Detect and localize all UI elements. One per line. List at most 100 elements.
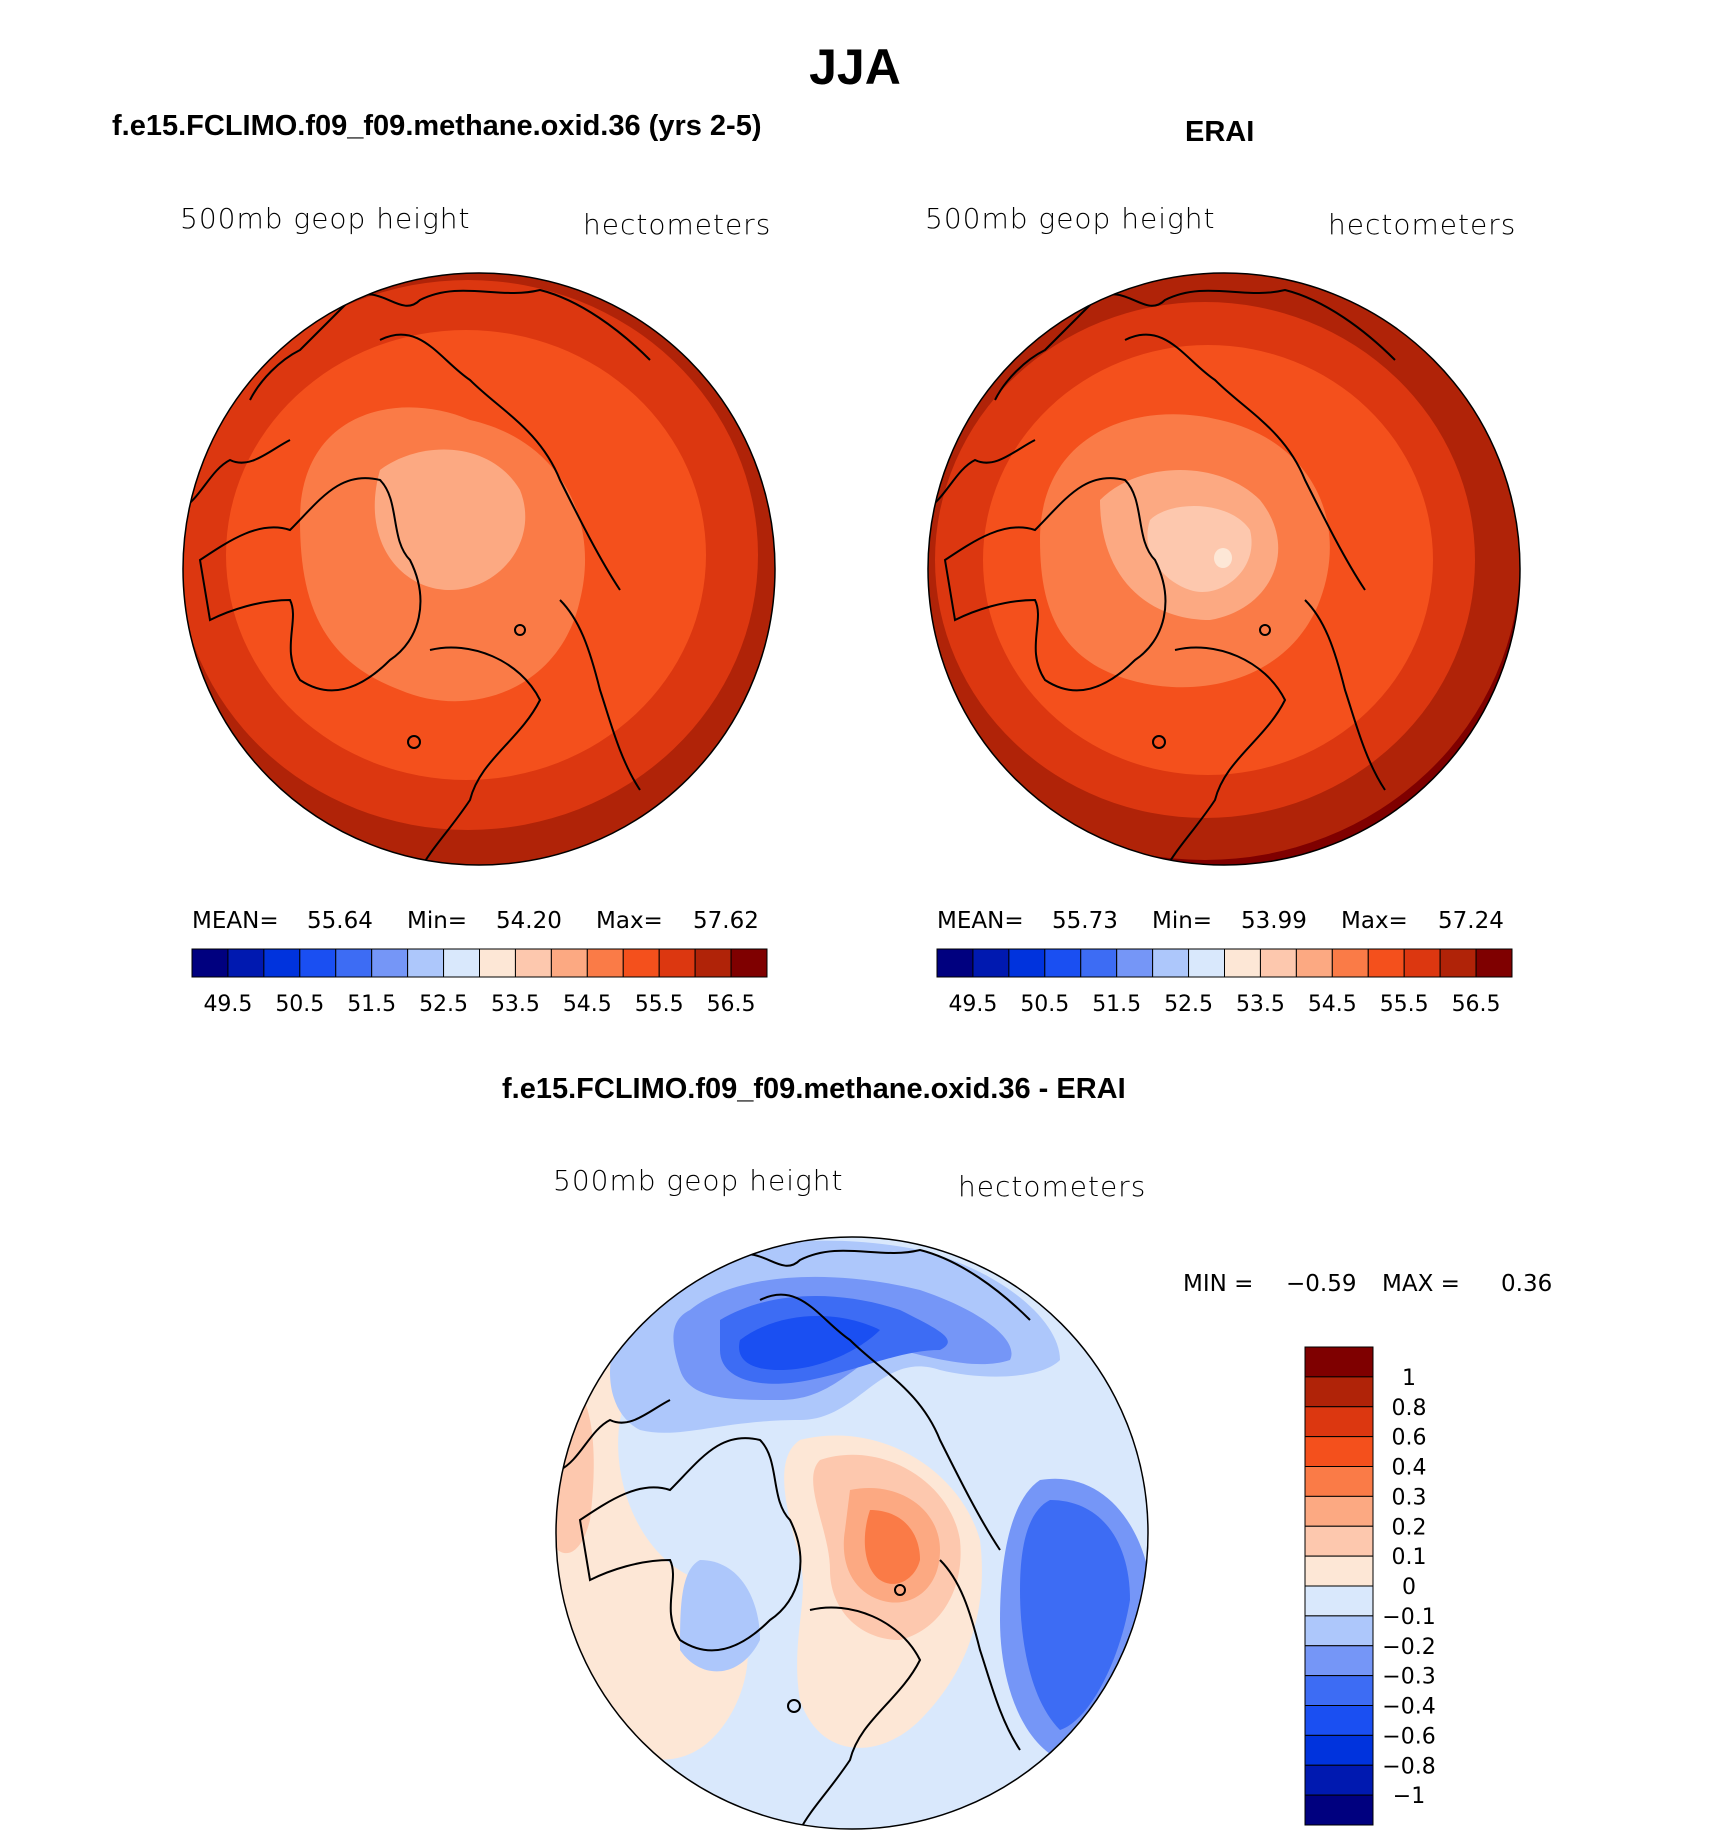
obs-min-label: Min= bbox=[1152, 908, 1213, 934]
model-colorbar-tick-label: 55.5 bbox=[635, 992, 684, 1017]
diff-colorbar-tick-label: −0.4 bbox=[1382, 1695, 1435, 1720]
model-colorbar-swatch bbox=[371, 948, 409, 978]
diff-colorbar-swatch bbox=[1304, 1764, 1374, 1796]
model-mean-value: 55.64 bbox=[307, 908, 373, 934]
model-contour-band bbox=[183, 280, 758, 830]
diff-colorbar-swatch bbox=[1304, 1436, 1374, 1467]
obs-variable-label: 500mb geop height bbox=[925, 202, 1216, 235]
model-coastlines bbox=[183, 288, 651, 865]
diff-colorbar-tick-label: 0.3 bbox=[1392, 1485, 1427, 1510]
diff-colorbar-tick-label: 0 bbox=[1402, 1575, 1416, 1600]
model-contour-band bbox=[300, 407, 586, 702]
obs-colorbar-swatch bbox=[936, 948, 974, 978]
model-colorbar-swatch bbox=[407, 948, 445, 978]
diff-colorbar-tick-label: 0.6 bbox=[1392, 1426, 1427, 1451]
obs-colorbar-swatch bbox=[1044, 948, 1082, 978]
model-colorbar-swatch bbox=[335, 948, 373, 978]
obs-colorbar-swatch bbox=[1259, 948, 1297, 978]
model-colorbar: 49.5 50.5 51.5 52.5 53.5 54.5 55.5 56.5 bbox=[191, 948, 768, 1017]
obs-coastlines bbox=[928, 288, 1396, 865]
obs-colorbar-swatch bbox=[1224, 948, 1261, 978]
model-max-label: Max= bbox=[596, 908, 663, 934]
obs-mean-label: MEAN= bbox=[937, 908, 1024, 934]
diff-colorbar-swatch bbox=[1304, 1645, 1374, 1677]
obs-min-value: 53.99 bbox=[1241, 908, 1307, 934]
obs-contour-band bbox=[1100, 470, 1279, 620]
model-colorbar-swatch bbox=[622, 948, 660, 978]
diff-contour-band bbox=[843, 1488, 940, 1603]
diff-colorbar-tick-label: −0.3 bbox=[1382, 1665, 1435, 1690]
obs-contour-band bbox=[928, 273, 1520, 865]
diff-contour-band bbox=[784, 1435, 982, 1748]
model-min-label: Min= bbox=[407, 908, 468, 934]
obs-colorbar-tick-label: 51.5 bbox=[1092, 992, 1141, 1017]
diff-colorbar-swatch bbox=[1304, 1466, 1374, 1497]
diff-map-border bbox=[555, 1236, 1149, 1830]
diff-contour-band bbox=[1020, 1500, 1130, 1730]
diff-colorbar-tick-label: −0.1 bbox=[1382, 1605, 1435, 1630]
diff-colorbar-swatch bbox=[1304, 1525, 1374, 1557]
diff-contour-band bbox=[680, 1560, 760, 1672]
obs-map-border bbox=[927, 272, 1521, 866]
model-colorbar-tick-label: 50.5 bbox=[275, 992, 324, 1017]
diff-colorbar-tick-label: −0.2 bbox=[1382, 1635, 1435, 1660]
obs-colorbar-tick-label: 53.5 bbox=[1236, 992, 1285, 1017]
model-colorbar-tick-label: 53.5 bbox=[491, 992, 540, 1017]
diff-colorbar-swatch bbox=[1304, 1555, 1374, 1587]
obs-contour-band bbox=[983, 345, 1433, 775]
model-colorbar-tick-label: 54.5 bbox=[563, 992, 612, 1017]
diff-contour-band bbox=[739, 1316, 880, 1370]
obs-colorbar: 49.5 50.5 51.5 52.5 53.5 54.5 55.5 56.5 bbox=[936, 948, 1513, 1017]
diff-max-value: 0.36 bbox=[1501, 1271, 1553, 1297]
diff-colorbar-swatch bbox=[1304, 1794, 1374, 1826]
model-colorbar-swatch bbox=[586, 948, 624, 978]
model-contour-band bbox=[374, 449, 526, 590]
diff-colorbar-tick-label: 0.1 bbox=[1392, 1545, 1427, 1570]
obs-colorbar-tick-label: 54.5 bbox=[1308, 992, 1357, 1017]
obs-colorbar-swatch bbox=[1008, 948, 1046, 978]
model-panel-title: f.e15.FCLIMO.f09_f09.methane.oxid.36 (yr… bbox=[112, 110, 762, 142]
model-colorbar-swatch bbox=[227, 948, 265, 978]
diff-contour-band bbox=[556, 1237, 1148, 1829]
obs-colorbar-swatch bbox=[1080, 948, 1118, 978]
obs-max-label: Max= bbox=[1341, 908, 1408, 934]
model-colorbar-tick-label: 51.5 bbox=[347, 992, 396, 1017]
figure-title: JJA bbox=[809, 39, 901, 95]
diff-variable-label: 500mb geop height bbox=[553, 1164, 844, 1197]
diff-contour-band bbox=[1000, 1478, 1148, 1760]
model-colorbar-swatch bbox=[299, 948, 337, 978]
model-colorbar-swatch bbox=[550, 948, 588, 978]
diff-colorbar-tick-label: 0.4 bbox=[1392, 1456, 1427, 1481]
diff-colorbar-swatch bbox=[1304, 1615, 1374, 1647]
obs-colorbar-swatch bbox=[1188, 948, 1225, 978]
diff-colorbar-tick-label: 0.8 bbox=[1392, 1396, 1427, 1421]
obs-colorbar-swatch bbox=[1152, 948, 1190, 978]
diff-colorbar-swatch bbox=[1304, 1585, 1374, 1617]
model-contour-band bbox=[183, 273, 775, 865]
diff-contour-band bbox=[556, 1380, 594, 1554]
model-colorbar-swatch bbox=[694, 948, 732, 978]
model-colorbar-tick-label: 49.5 bbox=[203, 992, 252, 1017]
model-colorbar-swatch bbox=[191, 948, 229, 978]
diff-colorbar-tick-label: −0.6 bbox=[1382, 1724, 1435, 1749]
obs-max-value: 57.24 bbox=[1438, 908, 1504, 934]
obs-colorbar-tick-label: 50.5 bbox=[1020, 992, 1069, 1017]
diff-colorbar-tick-label: −1 bbox=[1393, 1784, 1425, 1809]
model-contour-band bbox=[183, 273, 775, 865]
diff-units-label: hectometers bbox=[958, 1170, 1147, 1203]
diff-colorbar: 1 0.8 0.6 0.4 0.3 0.2 0.1 0 −0.1 −0.2 −0.3 −0.4 −0.6… bbox=[1304, 1346, 1436, 1826]
diff-colorbar-swatch bbox=[1304, 1705, 1374, 1736]
obs-contour-band bbox=[1214, 548, 1232, 568]
obs-colorbar-tick-label: 49.5 bbox=[948, 992, 997, 1017]
diff-max-label: MAX = bbox=[1382, 1271, 1460, 1297]
obs-units-label: hectometers bbox=[1328, 208, 1517, 241]
model-colorbar-swatch bbox=[479, 948, 516, 978]
model-colorbar-swatch bbox=[730, 948, 768, 978]
obs-colorbar-swatch bbox=[1475, 948, 1513, 978]
obs-contour-band bbox=[928, 273, 1520, 860]
diff-panel-title: f.e15.FCLIMO.f09_f09.methane.oxid.36 - E… bbox=[502, 1073, 1126, 1105]
diff-colorbar-swatch bbox=[1304, 1406, 1374, 1438]
obs-colorbar-swatch bbox=[1295, 948, 1333, 978]
obs-colorbar-tick-label: 52.5 bbox=[1164, 992, 1213, 1017]
diff-colorbar-swatch bbox=[1304, 1376, 1374, 1408]
